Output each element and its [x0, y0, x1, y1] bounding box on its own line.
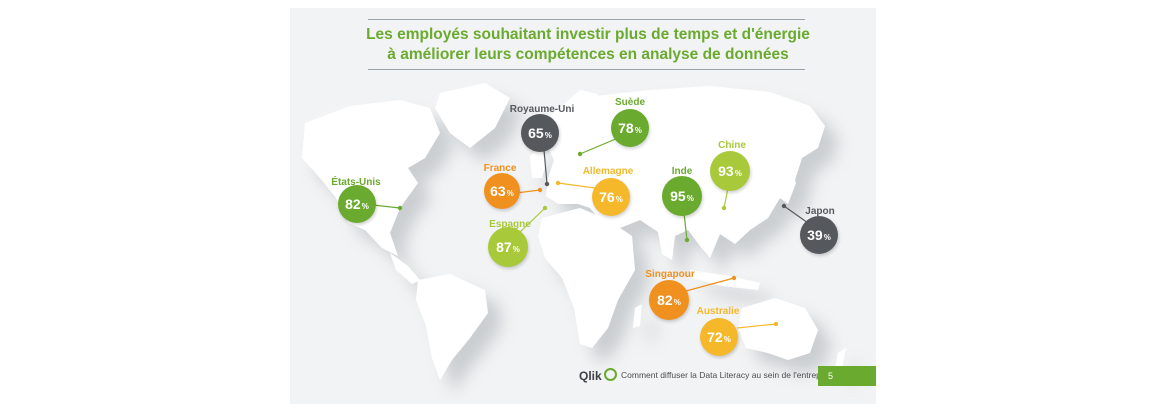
country-label-allemagne: Allemagne — [582, 166, 634, 177]
percent-sign: % — [686, 193, 694, 203]
country-label-royaume-uni: Royaume-Uni — [509, 104, 575, 115]
percent-sign: % — [506, 188, 514, 198]
uk-shape — [530, 148, 546, 178]
bubble-value: 82 — [657, 292, 673, 308]
central-america-shape — [390, 253, 420, 284]
bubble-value: 87 — [496, 239, 512, 255]
bubble-suede: 78% — [611, 109, 649, 147]
madagascar-shape — [633, 304, 642, 328]
bubble-value: 93 — [718, 163, 734, 179]
north-america-shape — [302, 100, 440, 256]
percent-sign: % — [361, 201, 369, 211]
bubble-value: 65 — [528, 125, 544, 141]
title-line-1: Les employés souhaitant investir plus de… — [366, 26, 810, 43]
bubble-inde: 95% — [662, 176, 702, 216]
footer-text: Comment diffuser la Data Literacy au sei… — [621, 370, 835, 380]
country-label-australie: Australie — [696, 306, 740, 317]
percent-sign: % — [734, 168, 742, 178]
bubble-value: 82 — [345, 196, 361, 212]
bubble-value: 63 — [490, 183, 506, 199]
page-title: Les employés souhaitant investir plus de… — [340, 25, 836, 65]
page-number-box: 5 — [818, 366, 876, 386]
percent-sign: % — [723, 334, 731, 344]
eurasia-shape — [538, 86, 825, 260]
country-label-japon: Japon — [805, 206, 835, 217]
indonesia-shape — [690, 270, 760, 290]
australia-shape — [738, 298, 818, 360]
country-label-singapour: Singapour — [645, 269, 695, 280]
percent-sign: % — [544, 130, 552, 140]
slide: Les employés souhaitant investir plus de… — [290, 8, 876, 404]
bubble-france: 63% — [484, 173, 520, 209]
bubble-value: 95 — [670, 188, 686, 204]
bubble-australie: 72% — [700, 318, 738, 356]
greenland-shape — [435, 83, 510, 148]
bubble-value: 78 — [618, 120, 634, 136]
qlik-logo: Qlik — [579, 367, 617, 383]
bubble-singapour: 82% — [649, 280, 689, 320]
bubble-espagne: 87% — [488, 227, 528, 267]
africa-shape — [538, 208, 635, 348]
percent-sign: % — [634, 125, 642, 135]
title-line-2: à améliorer leurs compétences en analyse… — [387, 46, 789, 63]
country-label-etats-unis: États-Unis — [331, 177, 381, 188]
bubble-etats-unis: 82% — [338, 185, 376, 223]
bubble-value: 72 — [707, 329, 723, 345]
page-number: 5 — [828, 371, 834, 381]
bubble-japon: 39% — [800, 216, 838, 254]
japan-shape — [780, 166, 796, 204]
country-label-suede: Suède — [614, 97, 646, 108]
percent-sign: % — [615, 194, 623, 204]
percent-sign: % — [512, 244, 520, 254]
country-label-france: France — [483, 163, 517, 174]
footer: Qlik Comment diffuser la Data Literacy a… — [290, 366, 876, 386]
country-label-espagne: Espagne — [489, 219, 531, 230]
world-map — [302, 83, 846, 380]
title-rule-bottom — [368, 69, 805, 70]
bubble-value: 39 — [807, 227, 823, 243]
title-rule-top — [368, 19, 805, 20]
scandinavia-shape — [562, 90, 598, 148]
bubble-value: 76 — [599, 189, 615, 205]
logo-q-icon — [603, 368, 617, 381]
bubble-chine: 93% — [710, 151, 750, 191]
bubble-royaume-uni: 65% — [521, 114, 559, 152]
logo-text: Qlik — [579, 369, 602, 383]
percent-sign: % — [823, 232, 831, 242]
south-america-shape — [416, 274, 488, 380]
bubble-allemagne: 76% — [592, 178, 630, 216]
country-label-chine: Chine — [718, 140, 746, 151]
country-label-inde: Inde — [671, 166, 693, 177]
percent-sign: % — [673, 297, 681, 307]
